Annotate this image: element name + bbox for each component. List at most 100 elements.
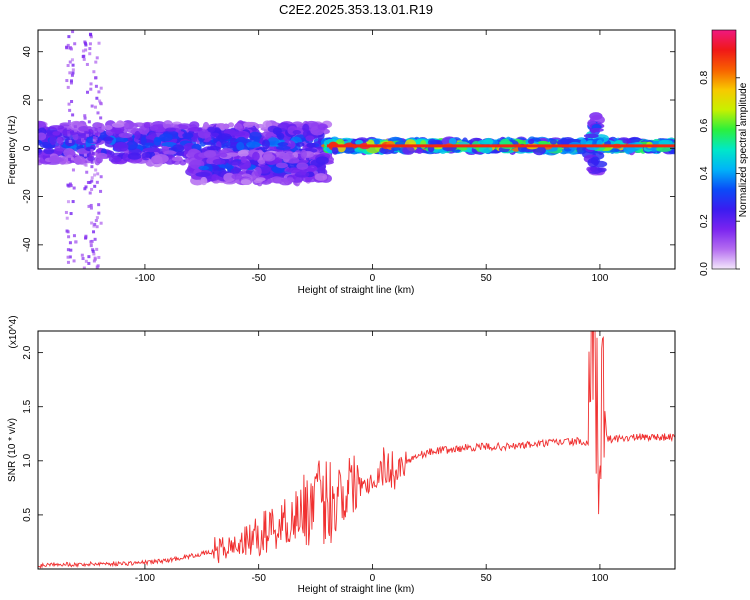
colorbar-frame <box>711 29 737 270</box>
spectrogram-noise-cell <box>69 248 73 252</box>
spectrogram-noise-cell <box>92 70 96 74</box>
spectrogram-cell <box>165 127 177 132</box>
spectrogram-y-label: Frequency (Hz) <box>7 116 18 185</box>
spectrogram-noise-cell <box>93 222 97 226</box>
spectrogram-noise-cell <box>97 132 101 136</box>
snr-frame <box>37 330 676 570</box>
spectrogram-cell <box>172 144 185 153</box>
spectrogram-noise-cell <box>97 158 101 162</box>
spectrogram-noise-cell <box>86 90 90 94</box>
snr-series-line <box>38 331 675 569</box>
colorbar-ticks: 0.0 0.2 0.4 0.6 0.8 <box>699 70 740 276</box>
spectrogram-noise-cell <box>67 130 71 134</box>
spectrogram-cell <box>134 130 141 140</box>
spectrogram-cell <box>479 145 493 154</box>
spectrogram-noise-cell <box>94 76 98 80</box>
spectrogram-noise-cell <box>72 259 76 263</box>
spectrogram-cell <box>62 131 78 136</box>
spectrogram-noise-cell <box>89 203 93 207</box>
spectrogram-cell <box>206 145 221 151</box>
spectrogram-noise-cell <box>68 182 72 186</box>
spectrogram-noise-cell <box>68 139 72 143</box>
spectrogram-cell <box>212 158 226 165</box>
spectrogram-noise-cell <box>87 204 91 208</box>
colorbar-tick-label: 0.0 <box>699 262 710 276</box>
spectrogram-noise-cell <box>71 63 75 67</box>
x-tick-label: 0 <box>370 573 376 584</box>
spectrogram-noise-cell <box>83 187 87 191</box>
spectrogram-cell <box>275 162 288 169</box>
spectrogram-noise-cell <box>71 168 75 172</box>
spectrogram-cell <box>73 156 86 165</box>
spectrogram-noise-cell <box>92 224 96 228</box>
spectrogram-cell <box>151 155 163 164</box>
spectrogram-noise-cell <box>88 42 92 46</box>
spectrogram-cell <box>306 165 318 172</box>
colorbar-tick-label: 0.2 <box>699 214 710 228</box>
spectrogram-cell <box>209 132 220 138</box>
spectrogram-cell <box>302 123 310 133</box>
spectrogram-cell <box>203 150 217 158</box>
spectrogram-noise-cell <box>69 79 73 83</box>
snr-y-multiplier: (x10^4) <box>8 315 19 348</box>
spectrogram-noise-cell <box>94 127 98 131</box>
spectrogram-cell <box>306 142 316 149</box>
spectrogram-noise-cell <box>92 252 96 256</box>
spectrogram-cell <box>162 120 174 130</box>
spectrogram-noise-cell <box>92 138 96 142</box>
spectrogram-cell <box>255 177 266 182</box>
spectrogram-noise-cell <box>86 181 90 185</box>
spectrogram-noise-cell <box>97 255 101 259</box>
spectrogram-noise-cell <box>70 73 74 77</box>
spectrogram-noise-cell <box>90 165 94 169</box>
spectrogram-noise-cell <box>66 255 70 259</box>
spectrogram-noise-cell <box>95 56 99 60</box>
spectrogram-cell <box>292 130 302 135</box>
spectrogram-cell <box>163 150 177 155</box>
x-tick-label: -100 <box>135 273 155 284</box>
spectrogram-cell <box>104 125 113 131</box>
spectrogram-noise-cell <box>73 42 77 46</box>
spectrogram-noise-cell <box>66 230 70 234</box>
spectrogram-cell <box>171 156 183 162</box>
spectrogram-cell <box>261 131 278 138</box>
spectrogram-noise-cell <box>89 244 93 248</box>
spectrogram-noise-cell <box>65 79 69 83</box>
spectrogram-noise-cell <box>87 126 91 130</box>
spectrogram-noise-cell <box>83 114 87 118</box>
spectrogram-noise-cell <box>88 32 92 36</box>
spectrogram-cell <box>549 138 558 145</box>
colorbar-tick-label: 0.6 <box>699 118 710 132</box>
spectrogram-noise-cell <box>69 184 73 188</box>
spectrogram-noise-cell <box>95 265 99 269</box>
spectrogram-noise-cell <box>83 153 87 157</box>
colorbar-tick-label: 0.8 <box>699 70 710 84</box>
spectrogram-cell <box>427 138 437 146</box>
spectrogram-noise-cell <box>95 225 99 229</box>
spectrogram-cell <box>182 132 194 139</box>
spectrogram-cell <box>43 147 55 155</box>
spectrogram-noise-cell <box>71 71 75 75</box>
spectrogram-noise-cell <box>81 257 85 261</box>
spectrogram-cell <box>108 155 122 163</box>
spectrogram-cell <box>236 141 245 151</box>
spectrogram-noise-cell <box>95 144 99 148</box>
spectrogram-cell <box>159 133 174 142</box>
spectrogram-noise-cell <box>70 100 74 104</box>
spectrogram-cell <box>314 173 328 181</box>
spectrogram-noise-cell <box>98 127 102 131</box>
spectrogram-noise-cell <box>95 247 99 251</box>
spectrogram-noise-cell <box>83 116 87 120</box>
spectrogram-cell <box>140 136 147 146</box>
spectrogram-cell <box>622 138 632 144</box>
y-tick-label: 1.5 <box>22 399 33 413</box>
x-tick-label: 50 <box>481 273 493 284</box>
spectrogram-noise-cell <box>94 168 98 172</box>
spectrogram-noise-cell <box>99 86 103 90</box>
spectrogram-noise-cell <box>83 162 87 166</box>
spectrogram-noise-cell <box>83 41 87 45</box>
spectrogram-noise-cell <box>66 183 70 187</box>
spectrogram-noise-cell <box>69 81 73 85</box>
spectrogram-noise-cell <box>90 221 94 225</box>
